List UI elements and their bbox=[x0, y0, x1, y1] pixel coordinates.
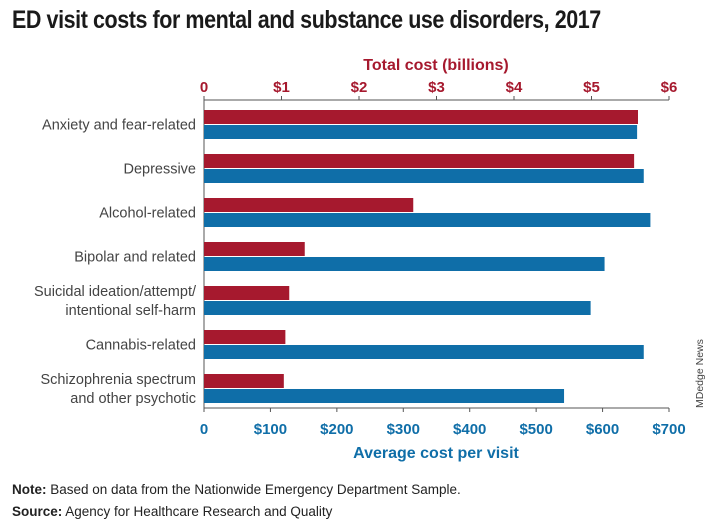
bottom-tick-label-500: $500 bbox=[519, 421, 552, 438]
source-text: Agency for Healthcare Research and Quali… bbox=[62, 504, 333, 519]
category-label-suicidal-ideation-attempt-intentional-self-harm-line-1: Suicidal ideation/attempt/ bbox=[34, 284, 197, 300]
bar-total-cost-depressive bbox=[204, 154, 635, 168]
category-label-alcohol-related: Alcohol-related bbox=[99, 206, 196, 222]
bar-average-cost-cannabis-related bbox=[204, 345, 644, 359]
category-label-anxiety-and-fear-related: Anxiety and fear-related bbox=[42, 118, 196, 134]
source: Source: Agency for Healthcare Research a… bbox=[12, 504, 332, 519]
bottom-axis-title: Average cost per visit bbox=[353, 445, 519, 462]
bar-total-cost-schizophrenia-spectrum-and-other-psychotic bbox=[204, 374, 284, 388]
bar-average-cost-suicidal-ideation-attempt-intentional-self-harm bbox=[204, 301, 591, 315]
top-tick-label-6: $6 bbox=[661, 79, 678, 96]
top-tick-label-5: $5 bbox=[583, 79, 600, 96]
category-label-schizophrenia-spectrum-and-other-psychotic-line-1: Schizophrenia spectrum bbox=[40, 372, 196, 388]
bottom-tick-label-300: $300 bbox=[387, 421, 420, 438]
chart-title: ED visit costs for mental and substance … bbox=[12, 6, 601, 34]
category-label-cannabis-related: Cannabis-related bbox=[86, 338, 196, 354]
bottom-tick-label-700: $700 bbox=[652, 421, 685, 438]
category-label-bipolar-and-related: Bipolar and related bbox=[74, 250, 196, 266]
bar-average-cost-bipolar-and-related bbox=[204, 257, 605, 271]
category-label-suicidal-ideation-attempt-intentional-self-harm-line-2: intentional self-harm bbox=[65, 303, 196, 319]
top-tick-label-1: $1 bbox=[273, 79, 290, 96]
bar-total-cost-alcohol-related bbox=[204, 198, 414, 212]
bar-total-cost-suicidal-ideation-attempt-intentional-self-harm bbox=[204, 286, 290, 300]
bottom-axis: Average cost per visit bbox=[204, 407, 669, 462]
bottom-tick-label-600: $600 bbox=[586, 421, 619, 438]
bottom-tick-label-100: $100 bbox=[254, 421, 287, 438]
bottom-tick-label-0: 0 bbox=[200, 421, 208, 438]
note-text: Based on data from the Nationwide Emerge… bbox=[46, 482, 461, 497]
category-label-schizophrenia-spectrum-and-other-psychotic-line-2: and other psychotic bbox=[70, 391, 196, 407]
top-tick-label-4: $4 bbox=[506, 79, 523, 96]
source-label: Source: bbox=[12, 504, 63, 519]
bottom-tick-label-400: $400 bbox=[453, 421, 486, 438]
bottom-tick-label-200: $200 bbox=[320, 421, 353, 438]
top-axis-title: Total cost (billions) bbox=[363, 57, 508, 74]
tick-labels: 0 $1 $2 $3 $4 $5 $6 0 $100 $200 $300 $400 $500 $600 $7… bbox=[200, 79, 686, 438]
bar-average-cost-anxiety-and-fear-related bbox=[204, 125, 638, 139]
bar-total-cost-anxiety-and-fear-related bbox=[204, 110, 638, 124]
category-labels: Anxiety and fear-related Depressive Alcoho… bbox=[34, 118, 197, 408]
top-tick-label-2: $2 bbox=[351, 79, 368, 96]
category-label-depressive: Depressive bbox=[123, 162, 196, 178]
bar-total-cost-bipolar-and-related bbox=[204, 242, 305, 256]
bar-average-cost-alcohol-related bbox=[204, 213, 651, 227]
top-tick-label-0: 0 bbox=[200, 79, 208, 96]
top-tick-label-3: $3 bbox=[428, 79, 445, 96]
bar-average-cost-depressive bbox=[204, 169, 644, 183]
note-label: Note: bbox=[12, 482, 47, 497]
bars-group bbox=[204, 110, 651, 403]
credit: MDedge News bbox=[694, 339, 706, 408]
bar-average-cost-schizophrenia-spectrum-and-other-psychotic bbox=[204, 389, 565, 403]
note: Note: Based on data from the Nationwide … bbox=[12, 482, 461, 497]
bar-total-cost-cannabis-related bbox=[204, 330, 286, 344]
